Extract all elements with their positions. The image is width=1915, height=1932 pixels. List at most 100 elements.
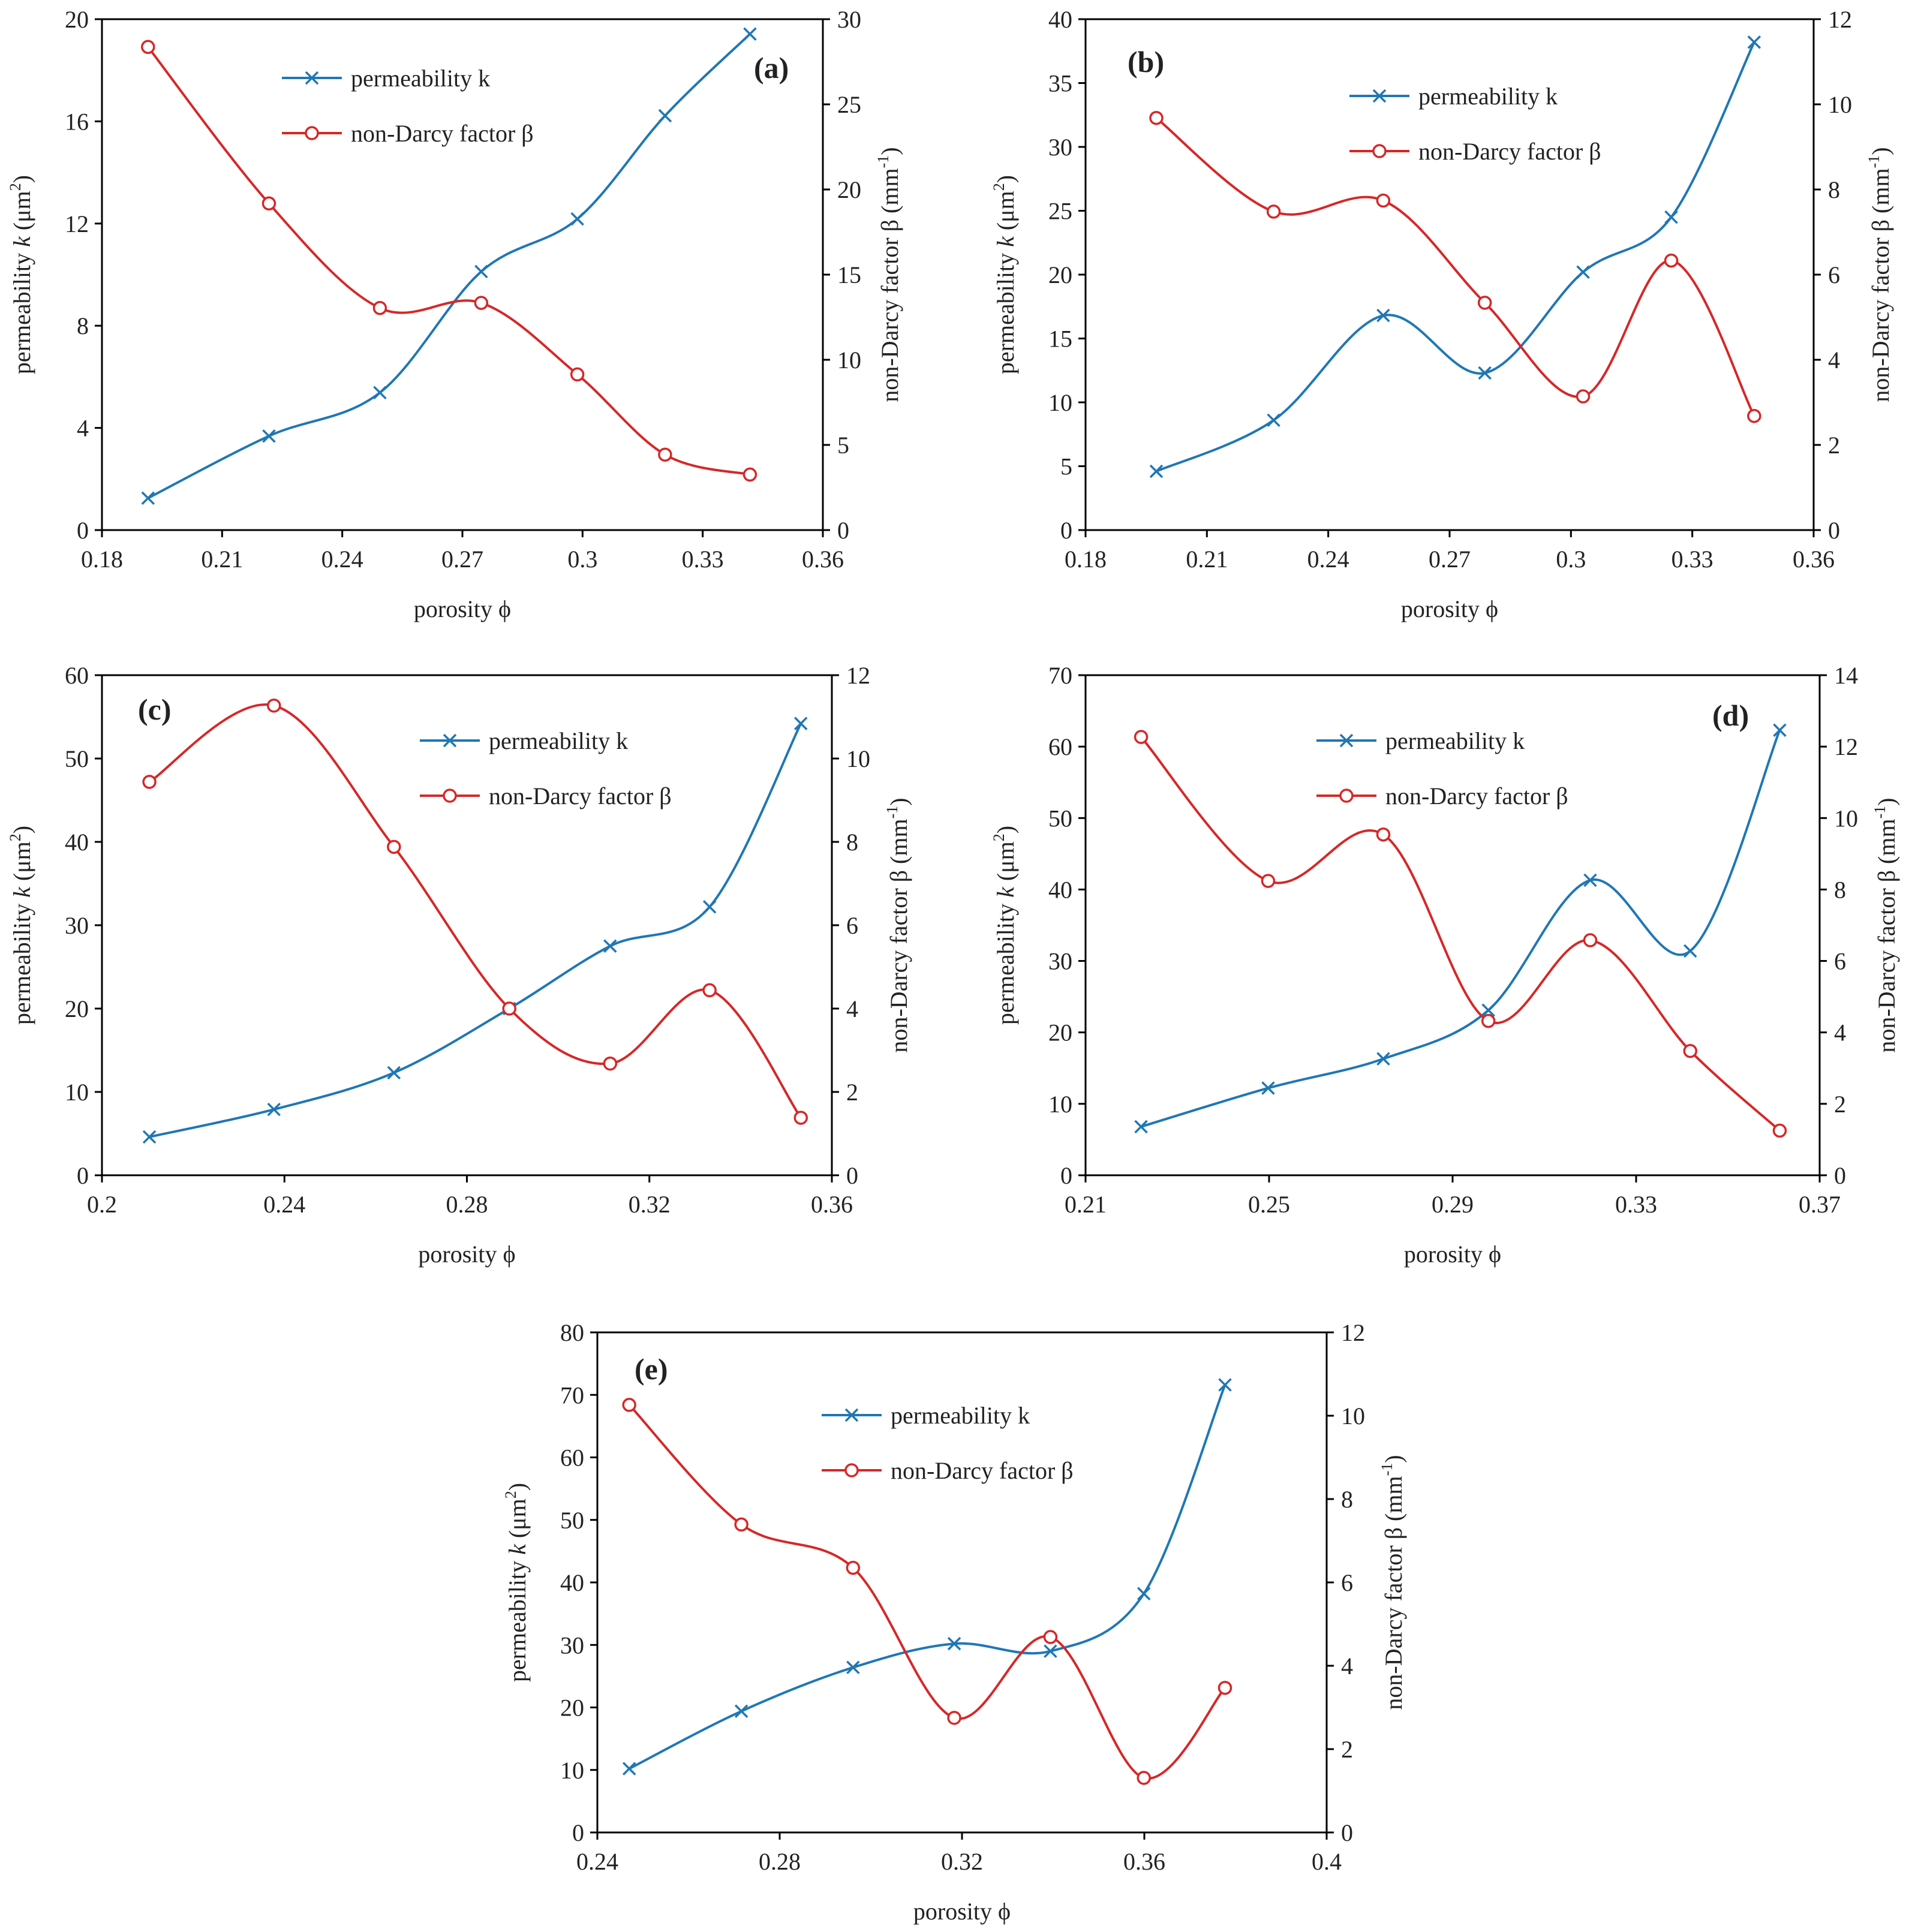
y-right-tick-label: 10 bbox=[846, 745, 870, 772]
permeability-point bbox=[387, 1066, 401, 1080]
beta-point bbox=[1477, 296, 1492, 310]
y-left-tick-label: 4 bbox=[77, 415, 89, 442]
beta-point bbox=[1583, 933, 1598, 947]
legend-label: permeability k bbox=[1418, 83, 1558, 110]
panel-label: (e) bbox=[635, 1352, 668, 1386]
y-right-tick-label: 2 bbox=[1341, 1736, 1353, 1763]
beta-point bbox=[1043, 1630, 1058, 1644]
y-right-tick-label: 12 bbox=[1828, 6, 1852, 33]
y-left-tick-label: 80 bbox=[560, 1319, 584, 1346]
x-axis-title: porosity ϕ bbox=[414, 595, 511, 622]
x-tick-label: 0.18 bbox=[81, 546, 123, 573]
beta-point bbox=[387, 839, 401, 854]
x-tick-label: 0.25 bbox=[1248, 1191, 1290, 1218]
permeability-series bbox=[142, 717, 808, 1144]
panel-label: (b) bbox=[1128, 45, 1164, 79]
legend-x-marker bbox=[1339, 733, 1354, 748]
x-tick-label: 0.36 bbox=[1793, 546, 1835, 573]
x-tick-label: 0.2 bbox=[87, 1191, 117, 1218]
beta-point bbox=[702, 983, 717, 998]
x-tick-label: 0.32 bbox=[941, 1848, 983, 1875]
permeability-point bbox=[1576, 265, 1590, 279]
beta-point bbox=[846, 1560, 861, 1575]
y-left-axis-title: permeability k (μm2) bbox=[990, 826, 1019, 1025]
y-left-tick-label: 50 bbox=[1048, 805, 1072, 832]
permeability-point bbox=[658, 109, 672, 123]
y-left-tick-label: 0 bbox=[77, 1162, 89, 1189]
y-right-tick-label: 14 bbox=[1834, 662, 1858, 689]
x-tick-label: 0.3 bbox=[567, 546, 597, 573]
x-axis-title: porosity ϕ bbox=[913, 1898, 1011, 1925]
x-tick-label: 0.27 bbox=[441, 546, 483, 573]
y-left-tick-label: 10 bbox=[1048, 1091, 1072, 1118]
x-tick-label: 0.21 bbox=[1186, 546, 1228, 573]
beta-point bbox=[742, 467, 757, 482]
legend-circle-marker bbox=[1339, 789, 1354, 803]
beta-series bbox=[141, 40, 757, 482]
x-tick-label: 0.33 bbox=[1615, 1191, 1657, 1218]
y-right-tick-label: 2 bbox=[846, 1079, 858, 1106]
permeability-point bbox=[702, 900, 717, 914]
y-right-tick-label: 10 bbox=[1828, 91, 1852, 118]
permeability-line bbox=[149, 723, 802, 1139]
permeability-point bbox=[267, 1102, 281, 1117]
y-left-tick-label: 0 bbox=[572, 1819, 584, 1846]
beta-series bbox=[1134, 730, 1787, 1138]
permeability-point bbox=[1478, 366, 1492, 380]
permeability-point bbox=[603, 939, 617, 953]
y-right-tick-label: 20 bbox=[837, 176, 861, 203]
beta-point bbox=[1134, 730, 1149, 744]
legend-circle-marker bbox=[1372, 144, 1387, 158]
y-left-tick-label: 40 bbox=[560, 1569, 584, 1596]
beta-point bbox=[1576, 389, 1591, 404]
y-right-axis-title: non-Darcy factor β (mm-1) bbox=[1378, 1455, 1407, 1710]
permeability-point bbox=[622, 1762, 636, 1775]
permeability-point bbox=[474, 264, 488, 279]
x-tick-label: 0.37 bbox=[1799, 1191, 1841, 1218]
x-axis-title: porosity ϕ bbox=[1404, 1241, 1501, 1268]
beta-point bbox=[658, 447, 672, 462]
beta-point bbox=[734, 1517, 748, 1532]
beta-point bbox=[474, 296, 489, 310]
y-left-tick-label: 0 bbox=[77, 517, 89, 544]
permeability-point bbox=[743, 27, 757, 41]
legend: permeability k non-Darcy factor β bbox=[1349, 83, 1601, 165]
y-right-tick-label: 25 bbox=[837, 91, 861, 118]
y-left-tick-label: 40 bbox=[65, 829, 89, 856]
permeability-series bbox=[141, 27, 757, 505]
y-left-tick-label: 20 bbox=[1048, 261, 1072, 288]
permeability-line bbox=[629, 1384, 1226, 1770]
y-left-tick-label: 70 bbox=[560, 1382, 584, 1409]
x-tick-label: 0.24 bbox=[1307, 546, 1349, 573]
y-right-tick-label: 12 bbox=[846, 662, 870, 689]
permeability-point bbox=[1267, 413, 1280, 428]
y-left-tick-label: 20 bbox=[65, 6, 89, 33]
y-left-tick-label: 50 bbox=[65, 745, 89, 772]
y-left-tick-label: 30 bbox=[560, 1632, 584, 1659]
y-right-tick-label: 6 bbox=[1341, 1569, 1353, 1596]
y-right-tick-label: 0 bbox=[1341, 1819, 1353, 1846]
y-left-tick-label: 20 bbox=[1048, 1019, 1072, 1046]
panel-c: 0.2 0.24 0.28 0.32 0.36010203040506002468101… bbox=[7, 662, 912, 1268]
legend-circle-marker bbox=[443, 789, 457, 803]
x-tick-label: 0.28 bbox=[759, 1848, 801, 1875]
y-right-tick-label: 2 bbox=[1828, 432, 1840, 459]
beta-point bbox=[1772, 1123, 1787, 1138]
y-left-tick-label: 12 bbox=[65, 210, 89, 237]
permeability-point bbox=[1149, 464, 1164, 479]
beta-line bbox=[149, 703, 802, 1119]
panel-label: (a) bbox=[754, 51, 789, 85]
beta-point bbox=[1376, 827, 1391, 842]
beta-point bbox=[142, 775, 157, 789]
y-right-tick-label: 8 bbox=[846, 829, 858, 856]
y-right-tick-label: 8 bbox=[1834, 876, 1846, 903]
y-right-tick-label: 15 bbox=[837, 261, 861, 288]
y-right-axis-title: non-Darcy factor β (mm-1) bbox=[883, 798, 912, 1052]
y-left-tick-label: 40 bbox=[1048, 876, 1072, 903]
beta-series bbox=[1149, 110, 1761, 423]
x-tick-label: 0.24 bbox=[576, 1848, 618, 1875]
y-right-tick-label: 12 bbox=[1341, 1319, 1365, 1346]
permeability-point bbox=[142, 1130, 157, 1144]
y-right-tick-label: 8 bbox=[1828, 176, 1840, 203]
y-right-tick-label: 6 bbox=[846, 912, 858, 939]
